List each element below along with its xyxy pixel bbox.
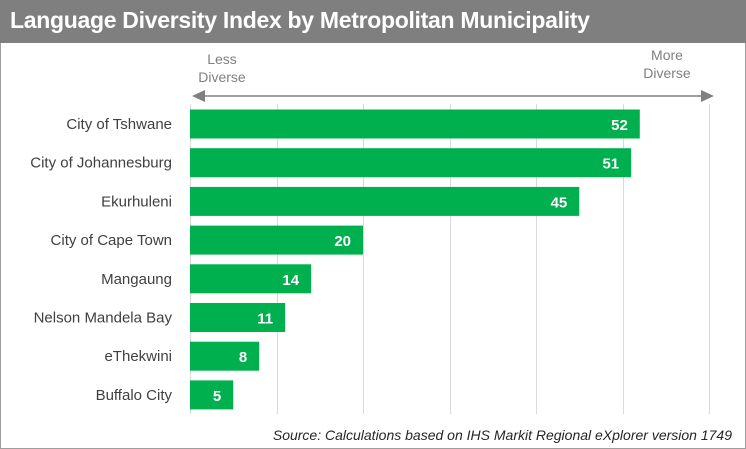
data-label: 14: [282, 272, 299, 289]
data-label: 20: [334, 233, 351, 250]
diversity-arrow: [192, 90, 714, 102]
bar: [190, 186, 580, 216]
more-diverse-label-line2: Diverse: [643, 65, 691, 81]
arrow-left-head: [192, 90, 205, 102]
bars: City of Tshwane 52 City of Johannesburg 51 E…: [30, 109, 640, 410]
category-label: eThekwini: [104, 348, 172, 365]
category-label: City of Tshwane: [66, 116, 172, 133]
data-label: 45: [551, 194, 568, 211]
bar: [190, 264, 312, 294]
bar: [190, 225, 363, 255]
chart-title: Language Diversity Index by Metropolitan…: [10, 7, 590, 33]
category-label: Ekurhuleni: [101, 193, 172, 210]
bar: [190, 303, 286, 332]
category-label: City of Johannesburg: [30, 155, 172, 172]
bar: [190, 341, 260, 371]
arrow-right-head: [701, 90, 714, 102]
data-label: 51: [602, 156, 619, 173]
bar: [190, 109, 640, 139]
more-diverse-label-line1: More: [651, 47, 683, 63]
bar: [190, 380, 234, 410]
category-label: Nelson Mandela Bay: [34, 310, 173, 327]
category-label: Mangaung: [101, 271, 172, 288]
less-diverse-label-line1: Less: [207, 51, 237, 67]
source-note: Source: Calculations based on IHS Markit…: [272, 427, 732, 443]
data-label: 52: [611, 117, 628, 134]
category-label: City of Cape Town: [51, 232, 172, 249]
less-diverse-label-line2: Diverse: [198, 69, 246, 85]
data-label: 5: [213, 388, 221, 405]
title-bar: Language Diversity Index by Metropolitan…: [0, 0, 746, 43]
data-label: 8: [239, 349, 247, 366]
category-label: Buffalo City: [96, 387, 173, 404]
bar: [190, 148, 632, 178]
data-label: 11: [257, 311, 273, 328]
